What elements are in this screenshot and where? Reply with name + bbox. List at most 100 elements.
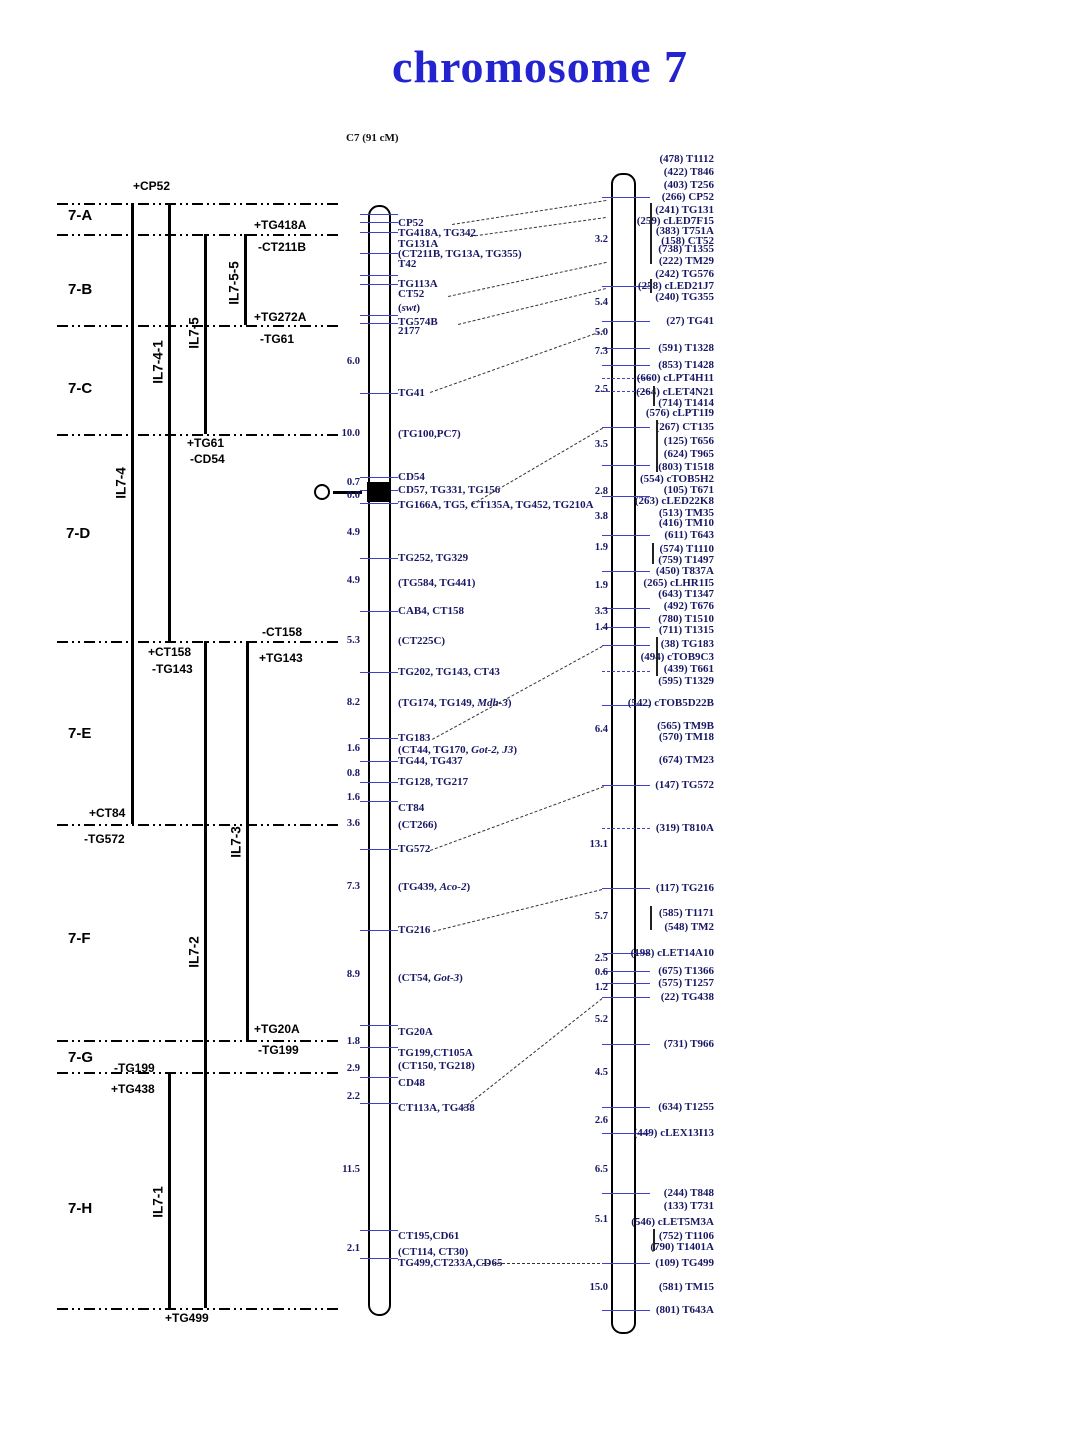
right-marker-label: (554) cTOB5H2: [639, 473, 714, 485]
mid-marker-label: TG20A: [398, 1026, 433, 1038]
mid-marker-label: TG418A, TG342: [398, 227, 477, 239]
right-marker-label: (711) T1315: [658, 624, 714, 636]
right-chromosome-tick: [602, 1107, 650, 1108]
right-chromosome-tick: [602, 427, 650, 428]
right-marker-label: (759) T1497: [658, 554, 714, 566]
right-distance-label: 4.5: [594, 1067, 608, 1078]
mid-chromosome-tick: [360, 761, 398, 762]
right-marker-label: (125) T656: [663, 435, 714, 447]
il-bar: [168, 203, 171, 641]
right-chromosome-tick: [602, 1193, 650, 1194]
mid-marker-label: CT113A, TG438: [398, 1102, 475, 1114]
right-distance-label: 1.9: [594, 542, 608, 553]
right-marker-label: (570) TM18: [658, 731, 714, 743]
marker-group-bracket: [650, 279, 652, 293]
map-connector-line: [448, 262, 607, 297]
region-boundary-line: [57, 434, 338, 436]
mid-distance-label: 8.2: [346, 697, 360, 708]
right-chromosome-tick: [602, 953, 650, 954]
map-connector-line: [452, 200, 607, 225]
mid-marker-label: (CT54, Got-3): [398, 972, 463, 984]
mid-chromosome-tick: [360, 477, 398, 478]
centromere-box: [367, 482, 391, 502]
il-bar: [246, 641, 249, 1040]
right-marker-label: (803) T1518: [658, 461, 714, 473]
mid-marker-label: CT52: [398, 288, 425, 300]
right-distance-label: 7.3: [594, 346, 608, 357]
right-marker-label: (513) TM35: [658, 507, 714, 519]
selection-marker-label: -TG199: [114, 1061, 155, 1075]
right-marker-label: (714) T1414: [658, 397, 714, 409]
region-boundary-line: [57, 824, 338, 826]
mid-marker-label: CD57, TG331, TG156: [398, 484, 501, 496]
mid-chromosome-tick: [360, 782, 398, 783]
right-marker-label: (266) CP52: [661, 191, 714, 203]
region-label: 7-E: [68, 725, 92, 742]
right-distance-label: 2.6: [594, 1115, 608, 1126]
mid-marker-label: CD54: [398, 471, 425, 483]
marker-group-bracket: [653, 386, 655, 406]
right-distance-label: 6.5: [594, 1164, 608, 1175]
right-chromosome-tick: [602, 608, 650, 609]
right-chromosome: [611, 173, 636, 1334]
right-marker-label: (780) T1510: [658, 613, 714, 625]
region-label: 7-D: [66, 525, 91, 542]
selection-marker-label: +TG20A: [254, 1022, 300, 1036]
mid-marker-label: (TG174, TG149, Mdh-3): [398, 697, 512, 709]
il-bar-label: IL7-2: [186, 936, 202, 968]
marker-group-bracket: [656, 420, 658, 472]
right-marker-label: (319) T810A: [655, 822, 714, 834]
selection-marker-label: +TG499: [165, 1311, 209, 1325]
marker-group-bracket: [650, 203, 652, 264]
mid-chromosome-tick: [360, 558, 398, 559]
mid-chromosome-tick: [360, 222, 398, 223]
mid-marker-label: CP52: [398, 217, 424, 229]
right-marker-label: (492) T676: [663, 600, 714, 612]
mid-marker-label: (TG439, Aco-2): [398, 881, 471, 893]
map-connector-line: [470, 217, 607, 237]
mid-chromosome-tick: [360, 284, 398, 285]
selection-marker-label: -CT211B: [258, 240, 307, 254]
selection-marker-label: +TG438: [111, 1082, 155, 1096]
selection-marker-label: +CP52: [133, 179, 171, 193]
right-distance-label: 2.5: [594, 384, 608, 395]
selection-marker-label: +TG61: [187, 436, 225, 450]
mid-marker-label: TG166A, TG5, CT135A, TG452, TG210A: [398, 499, 594, 511]
right-chromosome-tick: [602, 997, 650, 998]
right-marker-label: (565) TM9B: [657, 720, 714, 732]
il-bar-label: IL7-5-5: [226, 261, 242, 305]
mid-chromosome-tick: [360, 323, 398, 324]
mid-chromosome-tick: [360, 672, 398, 673]
selection-marker-label: -CT158: [262, 625, 303, 639]
right-marker-label: (790) T1401A: [650, 1241, 714, 1253]
right-marker-label: (675) T1366: [658, 965, 714, 977]
mid-distance-label: 4.9: [346, 527, 360, 538]
right-marker-label: (674) TM23: [658, 754, 714, 766]
right-distance-label: 13.1: [589, 839, 608, 850]
right-marker-label: (244) T848: [663, 1187, 714, 1199]
right-marker-label: (546) cLET5M3A: [631, 1216, 714, 1228]
right-marker-label: (624) T965: [663, 448, 714, 460]
mid-marker-label: TG572: [398, 843, 431, 855]
right-marker-label: (158) CT52: [661, 235, 714, 247]
marker-group-bracket: [652, 543, 654, 564]
mid-distance-label: 2.1: [346, 1243, 360, 1254]
right-distance-label: 1.2: [594, 982, 608, 993]
centromere-indicator-line: [333, 491, 362, 494]
mid-marker-label: (TG584, TG441): [398, 577, 476, 589]
map-connector-line: [458, 288, 607, 325]
mid-chromosome-tick: [360, 393, 398, 394]
right-distance-label: 3.3: [594, 606, 608, 617]
right-marker-label: (449) cLEX13I13: [633, 1127, 714, 1139]
il-bar: [131, 203, 134, 824]
mid-distance-label: 1.6: [346, 792, 360, 803]
region-boundary-line: [57, 203, 338, 205]
mid-chromosome-tick: [360, 611, 398, 612]
right-chromosome-tick: [602, 535, 650, 536]
right-marker-label: (383) T751A: [655, 225, 714, 237]
right-marker-label: (264) cLET4N21: [636, 386, 714, 398]
right-distance-label: 5.7: [594, 911, 608, 922]
mid-marker-label: TG574B: [398, 316, 438, 328]
mid-marker-label: TG131A: [398, 238, 439, 250]
